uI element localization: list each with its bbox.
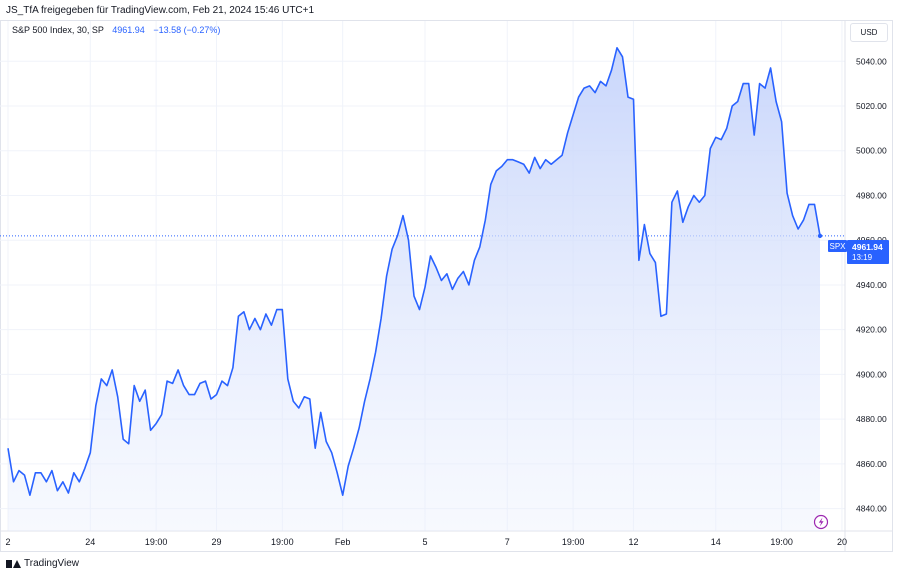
price-axis[interactable]: 4840.00 4860.00 4880.00 4900.00 4920.00 4940.… (856, 56, 887, 513)
chart-frame (0, 20, 893, 552)
legend-change: −13.58 (−0.27%) (153, 25, 221, 35)
y-tick-label: 5000.00 (856, 146, 887, 156)
currency-button[interactable]: USD (850, 23, 888, 42)
x-tick-label: 19:00 (562, 537, 585, 547)
price-tag: SPX 4961.94 13:19 (828, 240, 889, 264)
footer: TradingView (6, 558, 79, 569)
lightning-icon[interactable] (813, 514, 829, 530)
price-area (8, 47, 820, 532)
x-tick-label: 19:00 (271, 537, 294, 547)
tradingview-logo-icon (6, 559, 21, 569)
x-tick-label: Feb (335, 537, 351, 547)
x-tick-label: 7 (505, 537, 510, 547)
time-axis[interactable]: 2 24 19:00 29 19:00 Feb 5 7 19:00 12 14 19:00 20 (5, 537, 846, 547)
y-tick-label: 4840.00 (856, 504, 887, 514)
x-tick-label: 12 (628, 537, 638, 547)
x-tick-label: 19:00 (770, 537, 793, 547)
x-tick-label: 2 (5, 537, 10, 547)
price-tag-countdown: 13:19 (852, 253, 873, 262)
footer-brand[interactable]: TradingView (24, 558, 80, 569)
x-tick-label: 19:00 (145, 537, 168, 547)
price-tag-symbol-box (828, 240, 847, 252)
y-tick-label: 4880.00 (856, 414, 887, 424)
x-tick-label: 24 (85, 537, 95, 547)
y-tick-label: 4980.00 (856, 190, 887, 200)
price-tag-symbol: SPX (829, 242, 846, 251)
y-tick-label: 5020.00 (856, 101, 887, 111)
x-tick-label: 5 (422, 537, 427, 547)
price-tag-value: 4961.94 (852, 242, 883, 252)
last-price-dot (817, 233, 823, 239)
price-tag-box (847, 240, 889, 264)
x-tick-label: 20 (837, 537, 847, 547)
legend-value: 4961.94 (112, 25, 145, 35)
y-tick-label: 4900.00 (856, 369, 887, 379)
x-tick-label: 29 (211, 537, 221, 547)
legend-symbol: S&P 500 Index, 30, SP (12, 25, 104, 35)
y-tick-label: 4860.00 (856, 459, 887, 469)
chart-legend: S&P 500 Index, 30, SP 4961.94 −13.58 (−0… (12, 25, 220, 35)
y-tick-label: 4920.00 (856, 325, 887, 335)
x-tick-label: 14 (711, 537, 721, 547)
y-tick-label: 4940.00 (856, 280, 887, 290)
y-tick-label: 5040.00 (856, 56, 887, 66)
share-caption: JS_TfA freigegeben für TradingView.com, … (6, 5, 315, 16)
price-line (7, 47, 821, 496)
